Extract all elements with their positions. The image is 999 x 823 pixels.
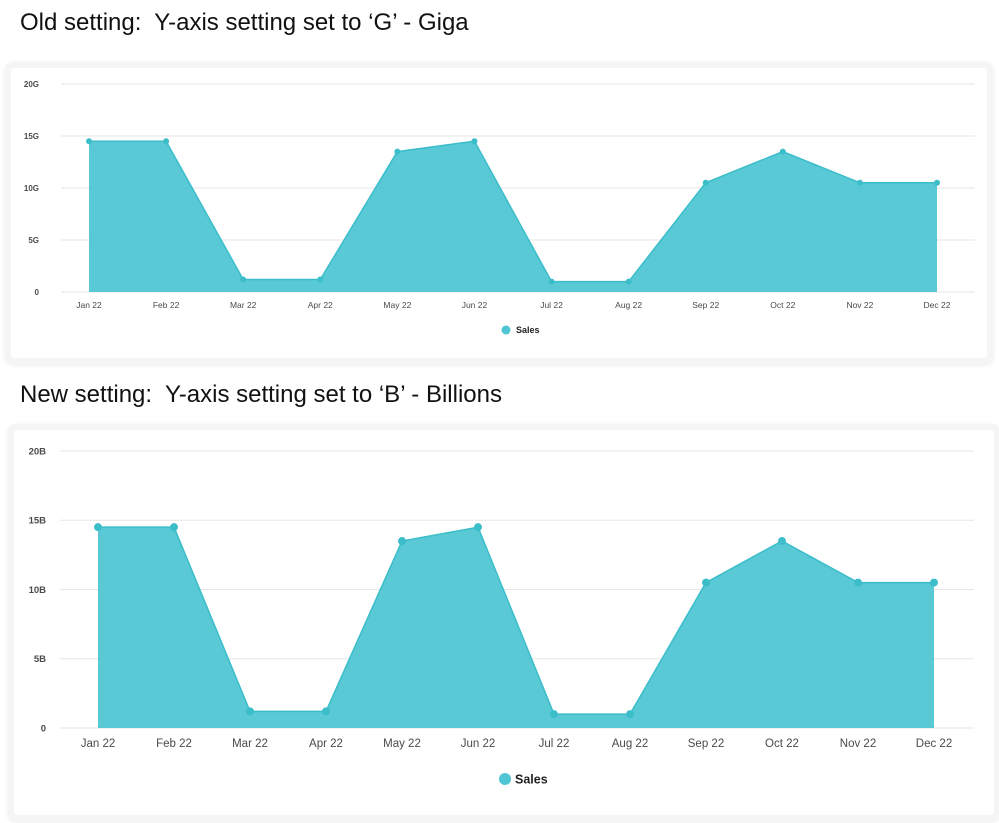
x-tick-label: Feb 22 xyxy=(153,300,180,310)
data-point xyxy=(86,138,92,145)
data-point xyxy=(398,537,406,546)
x-tick-label: Oct 22 xyxy=(765,738,799,750)
data-point xyxy=(550,710,558,719)
y-tick-label: 20G xyxy=(24,80,39,89)
x-tick-label: Apr 22 xyxy=(309,738,343,750)
y-tick-label: 5B xyxy=(34,654,46,665)
data-point xyxy=(702,179,709,186)
x-tick-label: Mar 22 xyxy=(232,738,268,750)
data-point xyxy=(856,179,863,186)
legend-marker xyxy=(501,325,511,335)
data-point xyxy=(394,148,401,155)
data-point xyxy=(317,276,324,283)
legend-label: Sales xyxy=(515,772,548,786)
x-tick-label: May 22 xyxy=(383,300,411,310)
chart-heading-old: Old setting: Y-axis setting set to ‘G’ -… xyxy=(20,9,469,36)
series-area xyxy=(89,141,937,292)
x-tick-label: Mar 22 xyxy=(230,300,257,310)
series-line xyxy=(98,526,934,715)
y-tick-label: 15G xyxy=(24,132,39,141)
x-tick-label: May 22 xyxy=(383,738,421,750)
data-point xyxy=(778,537,786,546)
data-point xyxy=(626,710,634,719)
x-tick-label: Apr 22 xyxy=(308,300,333,310)
y-tick-label: 10B xyxy=(29,585,47,596)
y-tick-label: 0 xyxy=(35,288,40,297)
data-point xyxy=(934,179,940,186)
x-tick-label: Jan 22 xyxy=(81,738,116,750)
area-chart-old: 0 5G 10G 15G 20G Jan 22 Feb 22 Mar 22 Apr 22 May … xyxy=(24,80,975,335)
data-point xyxy=(246,707,254,716)
data-point xyxy=(170,523,178,532)
y-tick-label: 10G xyxy=(24,184,39,193)
data-point xyxy=(854,578,862,587)
x-tick-label: Sep 22 xyxy=(692,300,719,310)
x-tick-label: Jan 22 xyxy=(76,300,102,310)
x-tick-label: Dec 22 xyxy=(924,300,951,310)
x-tick-label: Nov 22 xyxy=(840,738,876,750)
y-tick-label: 5G xyxy=(28,236,39,245)
chart-panel-new: 0 5B 10B 15B 20B Jan 22 Feb 22 Mar 22 Apr 22 May … xyxy=(14,430,994,815)
y-tick-label: 0 xyxy=(41,723,46,734)
x-tick-label: Jul 22 xyxy=(540,300,563,310)
y-tick-label: 20B xyxy=(29,446,47,457)
area-chart-new: 0 5B 10B 15B 20B Jan 22 Feb 22 Mar 22 Apr 22 May … xyxy=(29,446,974,786)
data-point xyxy=(625,278,632,285)
x-tick-label: Sep 22 xyxy=(688,738,724,750)
x-tick-label: Jul 22 xyxy=(539,738,570,750)
x-tick-label: Jun 22 xyxy=(462,300,488,310)
x-tick-label: Dec 22 xyxy=(916,738,952,750)
series-area xyxy=(98,527,934,728)
chart-heading-new: New setting: Y-axis setting set to ‘B’ -… xyxy=(20,381,502,408)
data-point xyxy=(471,138,478,145)
data-point xyxy=(322,707,330,716)
x-tick-label: Nov 22 xyxy=(846,300,873,310)
data-point xyxy=(548,278,555,285)
x-tick-label: Jun 22 xyxy=(461,738,496,750)
data-point xyxy=(474,523,482,532)
data-point xyxy=(240,276,247,283)
data-point xyxy=(930,578,938,587)
chart-panel-old: 0 5G 10G 15G 20G Jan 22 Feb 22 Mar 22 Apr 22 May … xyxy=(11,68,987,358)
series-line xyxy=(89,140,937,283)
data-point xyxy=(779,148,786,155)
legend-marker xyxy=(499,773,511,785)
x-tick-label: Aug 22 xyxy=(612,738,648,750)
data-point xyxy=(94,523,102,532)
x-tick-label: Oct 22 xyxy=(770,300,795,310)
x-tick-label: Aug 22 xyxy=(615,300,642,310)
x-tick-label: Feb 22 xyxy=(156,738,192,750)
legend-label: Sales xyxy=(516,325,540,335)
data-point xyxy=(702,578,710,587)
data-point xyxy=(163,138,170,145)
y-tick-label: 15B xyxy=(29,516,47,527)
